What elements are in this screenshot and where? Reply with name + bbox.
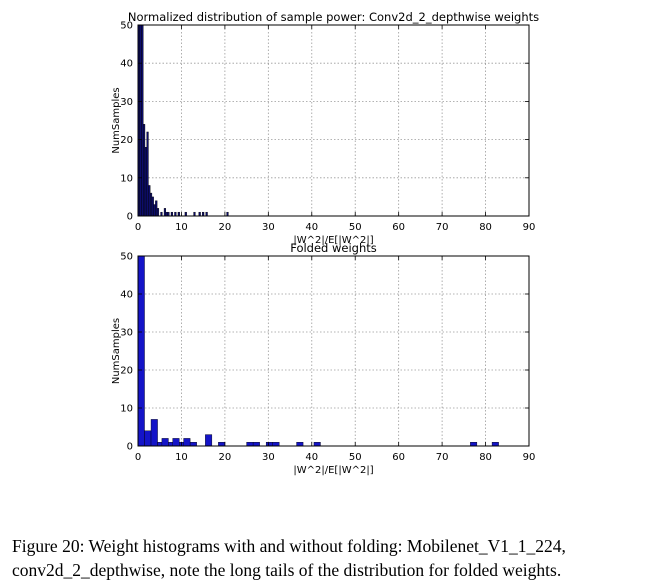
histogram-bar [218,442,226,447]
x-tick-label: 50 [349,222,362,233]
caption-line-1: Figure 20: Weight histograms with and wi… [12,536,566,556]
histogram-bar [163,208,167,217]
x-tick-label: 30 [262,452,275,463]
histogram-bar [313,442,321,447]
x-tick-label: 60 [392,222,405,233]
histogram-bar [139,24,142,217]
y-tick-label: 20 [120,366,133,377]
x-tick-label: 80 [479,222,492,233]
histogram-bar [177,211,180,217]
histogram-bar [143,124,146,217]
histogram-bar [198,211,201,217]
histogram-bar [170,211,173,217]
y-tick-label: 10 [120,404,133,415]
histogram-bar [272,442,280,447]
plot-frame [137,24,530,217]
histogram-bar [151,196,154,217]
x-tick-label: 0 [135,222,141,233]
histogram-bar [205,434,213,447]
histogram-bar [296,442,304,447]
y-tick-label: 50 [120,21,133,32]
histogram-bar [189,442,197,447]
y-tick-label: 40 [120,290,133,301]
histogram-bar [150,419,158,447]
histogram-bar [205,211,208,217]
y-tick-label: 10 [120,173,133,184]
histogram-bar [265,442,273,447]
y-tick-label: 50 [120,252,133,263]
histogram-bar [226,211,229,217]
y-tick-label: 20 [120,135,133,146]
x-tick-label: 60 [392,452,405,463]
histogram-bar [148,185,151,217]
histogram-top: 0 10 20 30 40 50 60 70 80 9001020304050Normalized… [111,10,539,246]
histogram-bar [141,24,144,217]
histogram-bar [161,438,169,447]
x-tick-label: 50 [349,452,362,463]
x-tick-label: 0 [135,452,141,463]
histogram-bar [149,192,153,217]
x-tick-label: 70 [436,222,449,233]
histogram-bar [183,438,191,447]
figure: 0 10 20 30 40 50 60 70 80 9001020304050Normalized… [111,10,539,476]
chart-title: Normalized distribution of sample power:… [128,10,539,24]
y-axis-label: NumSamples [111,87,122,153]
x-tick-label: 70 [436,452,449,463]
x-tick-label: 10 [175,452,188,463]
y-tick-label: 40 [120,59,133,70]
figure-caption: Figure 20: Weight histograms with and wi… [12,534,640,582]
histogram-bar [144,430,152,447]
histogram-bar [174,211,177,217]
x-axis-label: |W^2|/E[|W^2|] [293,235,373,246]
x-axis-label: |W^2|/E[|W^2|] [293,465,373,476]
x-tick-label: 90 [523,222,536,233]
x-tick-label: 80 [479,452,492,463]
x-tick-label: 20 [219,452,232,463]
x-tick-label: 40 [305,222,318,233]
histogram-bar [184,211,187,217]
histogram-bar [202,211,205,217]
y-tick-label: 0 [127,212,133,223]
histogram-bar [156,208,160,217]
y-axis-label: NumSamples [111,318,122,384]
histogram-bar [155,200,158,217]
histogram-bar [491,442,499,447]
histogram-bar [160,211,163,217]
histogram-bar [153,204,156,217]
y-tick-label: 30 [120,97,133,108]
histogram-bottom: 0 10 20 30 40 50 60 70 80 90 0 10 20 30 40 50 Folded wei… [111,241,535,476]
x-tick-label: 40 [305,452,318,463]
histogram-bar [470,442,478,447]
histogram-bar [193,211,196,217]
x-tick-label: 90 [523,452,536,463]
histogram-bar [144,147,147,217]
caption-line-2: conv2d_2_depthwise, note the long tails … [12,560,562,580]
y-tick-label: 30 [120,328,133,339]
x-tick-label: 30 [262,222,275,233]
chart-title: Folded weights [290,241,377,255]
histogram-bar [146,131,149,217]
histogram-bar [246,442,254,447]
x-tick-label: 10 [175,222,188,233]
x-tick-label: 20 [219,222,232,233]
histogram-bar [167,211,170,217]
histogram-bar [137,255,145,447]
histogram-bar [172,438,180,447]
histogram-bar [165,211,168,217]
plot-frame [137,255,530,447]
y-tick-label: 0 [127,442,133,453]
histogram-bar [252,442,260,447]
